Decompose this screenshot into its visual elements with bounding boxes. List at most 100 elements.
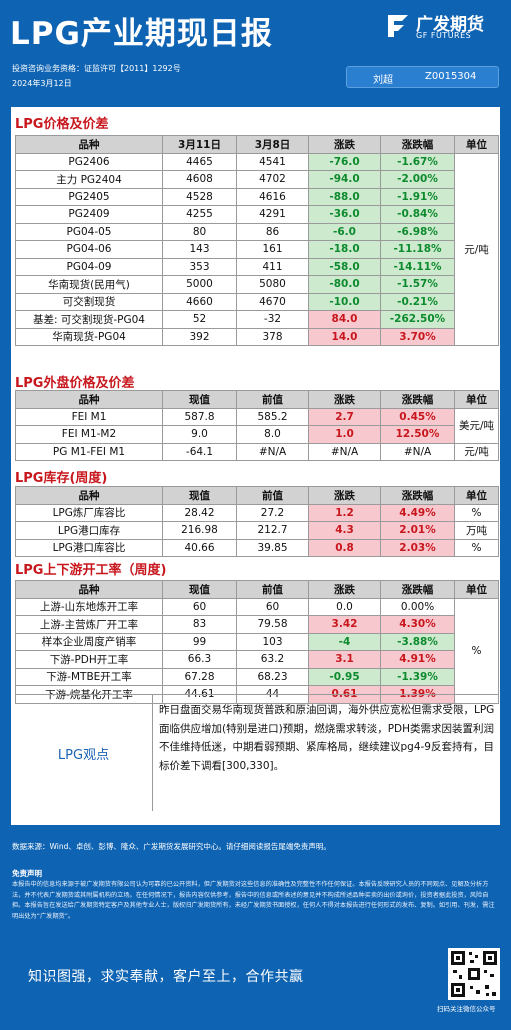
logo-text-cn: 广发期货 [416, 15, 484, 35]
change-percent: 2.01% [380, 521, 455, 540]
col-header: 涨跌幅 [380, 580, 455, 599]
col-header: 现值 [162, 580, 237, 599]
analyst-name: 刘超 [373, 75, 393, 86]
unit-cell: % [454, 538, 499, 557]
change-percent: 2.03% [380, 538, 455, 557]
market-view: LPG观点 昨日盘面交易华南现货普跌和原油回调，海外供应宽松但需求受限，LPG面… [15, 694, 498, 811]
table-row: PG2409 4255 4291 -36.0 -0.84% [15, 205, 499, 224]
previous-value: 411 [236, 257, 309, 276]
previous-value: 68.23 [236, 667, 309, 686]
change-percent: -1.39% [380, 667, 455, 686]
current-value: 216.98 [162, 521, 237, 540]
change-value: 0.0 [308, 597, 381, 616]
current-value: 40.66 [162, 538, 237, 557]
overseas-table: 品种 现值 前值 涨跌 涨跌幅 单位 FEI M1 587.8 585.2 2.7 0.… [15, 390, 499, 461]
current-value: 60 [162, 597, 237, 616]
col-header: 现值 [162, 390, 237, 409]
change-value: -94.0 [308, 170, 381, 189]
col-header: 单位 [454, 486, 499, 505]
current-value: 66.3 [162, 650, 237, 669]
change-value: -0.95 [308, 667, 381, 686]
item-name: 华南现货(民用气) [15, 275, 163, 294]
change-percent: -1.57% [380, 275, 455, 294]
view-label: LPG观点 [15, 695, 153, 811]
change-percent: -11.18% [380, 240, 455, 259]
item-name: 华南现货-PG04 [15, 327, 163, 346]
item-name: LPG港口库存 [15, 521, 163, 540]
change-value: 84.0 [308, 310, 381, 329]
item-name: 下游-PDH开工率 [15, 650, 163, 669]
inventory-table: 品种 现值 前值 涨跌 涨跌幅 单位 LPG炼厂库容比 28.42 27.2 1.2 4… [15, 486, 499, 557]
item-name: 下游-MTBE开工率 [15, 667, 163, 686]
table-row: PG2406 4465 4541 -76.0 -1.67% 元/吨 [15, 152, 499, 346]
data-source: 数据来源：Wind、卓创、彭博、隆众、广发期货发展研究中心。请仔细阅读报告尾端免… [12, 842, 331, 851]
previous-value: 79.58 [236, 615, 309, 634]
change-percent: 4.30% [380, 615, 455, 634]
change-percent: 3.70% [380, 327, 455, 346]
item-name: PG2405 [15, 187, 163, 206]
table-row: LPG港口库容比 40.66 39.85 0.8 2.03%% [15, 538, 499, 557]
col-header: 品种 [15, 390, 163, 409]
table-row: LPG炼厂库容比 28.42 27.2 1.2 4.49%% [15, 503, 499, 522]
unit-cell: % [454, 597, 499, 704]
item-name: LPG炼厂库容比 [15, 503, 163, 522]
change-percent: -6.98% [380, 222, 455, 241]
current-value: 4660 [162, 292, 237, 311]
report-title: LPG产业期现日报 [10, 16, 273, 52]
unit-cell: 元/吨 [454, 152, 499, 346]
item-name: PG2409 [15, 205, 163, 224]
company-slogan: 知识图强，求实奉献，客户至上，合作共赢 [28, 969, 304, 985]
current-value: 99 [162, 632, 237, 651]
change-percent: -1.91% [380, 187, 455, 206]
current-value: 353 [162, 257, 237, 276]
change-percent: -2.00% [380, 170, 455, 189]
previous-value: 378 [236, 327, 309, 346]
qr-code-icon[interactable] [448, 948, 500, 1000]
change-percent: -1.67% [380, 152, 455, 171]
change-percent: -14.11% [380, 257, 455, 276]
previous-value: 103 [236, 632, 309, 651]
change-percent: 0.45% [380, 407, 455, 426]
previous-value: 39.85 [236, 538, 309, 557]
col-header: 涨跌 [308, 580, 381, 599]
change-value: -58.0 [308, 257, 381, 276]
current-value: -64.1 [162, 442, 237, 461]
previous-value: #N/A [236, 442, 309, 461]
current-value: 52 [162, 310, 237, 329]
col-header: 3月8日 [236, 135, 309, 154]
change-percent: 4.91% [380, 650, 455, 669]
logo-text-en: GF FUTURES [416, 31, 472, 40]
section-title-overseas: LPG外盘价格及价差 [15, 376, 135, 391]
change-value: -36.0 [308, 205, 381, 224]
gf-logo-icon [388, 15, 408, 37]
change-percent: -0.21% [380, 292, 455, 311]
table-row: PG2405 4528 4616 -88.0 -1.91% [15, 187, 499, 206]
table-row: FEI M1 587.8 585.2 2.7 0.45% 美元/吨 [15, 407, 499, 444]
change-value: -6.0 [308, 222, 381, 241]
change-value: -88.0 [308, 187, 381, 206]
change-percent: 12.50% [380, 425, 455, 444]
col-header: 涨跌幅 [380, 486, 455, 505]
unit-cell: % [454, 503, 499, 522]
change-value: -76.0 [308, 152, 381, 171]
section-title-inventory: LPG库存(周度) [15, 471, 108, 486]
current-value: 392 [162, 327, 237, 346]
item-name: 可交割现货 [15, 292, 163, 311]
previous-value: 4291 [236, 205, 309, 224]
change-value: #N/A [308, 442, 381, 461]
col-header: 前值 [236, 390, 309, 409]
previous-value: -32 [236, 310, 309, 329]
report-panel: LPG价格及价差 品种 3月11日 3月8日 涨跌 涨跌幅 单位 PG2406 4… [11, 107, 500, 825]
col-header: 品种 [15, 135, 163, 154]
analyst-id: Z0015304 [425, 71, 477, 82]
change-value: -4 [308, 632, 381, 651]
item-name: PG M1-FEI M1 [15, 442, 163, 461]
section-title-price: LPG价格及价差 [15, 117, 109, 132]
item-name: PG04-06 [15, 240, 163, 259]
table-row: 主力 PG2404 4608 4702 -94.0 -2.00% [15, 170, 499, 189]
col-header: 涨跌 [308, 486, 381, 505]
col-header: 单位 [454, 580, 499, 599]
section-title-operation: LPG上下游开工率（周度) [15, 563, 167, 578]
change-value: 14.0 [308, 327, 381, 346]
previous-value: 4616 [236, 187, 309, 206]
